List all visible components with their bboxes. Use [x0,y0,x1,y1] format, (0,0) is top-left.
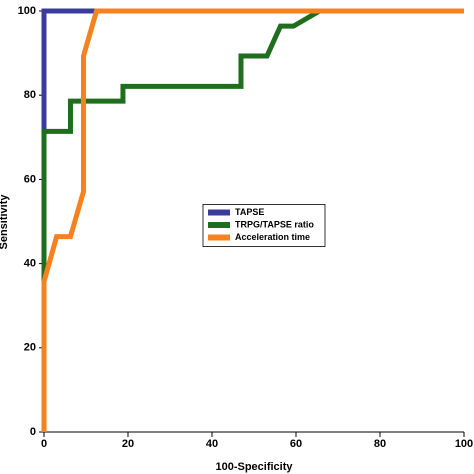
y-tick-label: 100 [18,5,36,17]
y-tick-label: 0 [30,426,36,438]
y-tick-label: 20 [24,342,36,354]
x-tick-label: 20 [122,438,134,450]
legend-swatch [208,234,230,241]
x-tick-label: 60 [290,438,302,450]
x-tick-label: 80 [374,438,386,450]
y-tick-label: 60 [24,173,36,185]
legend-label: Acceleration time [235,232,310,242]
legend-swatch [208,222,230,228]
series-line [41,8,464,432]
y-axis-label: Sensitivity [0,194,10,250]
x-axis-label: 100-Specificity [215,461,293,473]
legend-label: TAPSE [235,207,264,217]
x-tick-label: 0 [41,438,47,450]
legend-label: TRPG/TAPSE ratio [235,219,314,229]
x-tick-label: 40 [206,438,218,450]
x-tick-label: 100 [455,438,473,450]
legend-swatch [208,209,230,216]
series-line [41,8,464,432]
y-tick-label: 80 [24,89,36,101]
y-tick-label: 40 [24,258,36,270]
